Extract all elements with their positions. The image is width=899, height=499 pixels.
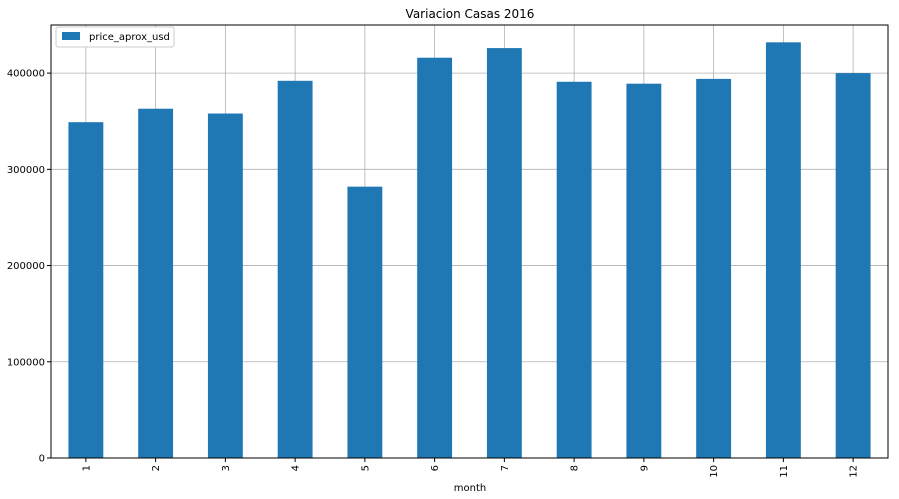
legend-swatch — [62, 32, 80, 40]
chart-title: Variacion Casas 2016 — [406, 7, 535, 21]
bar-month-9 — [626, 83, 662, 458]
bar-month-4 — [277, 80, 313, 458]
x-tick-label: 4 — [291, 465, 302, 471]
x-tick-label: 12 — [849, 465, 860, 478]
bar-month-10 — [696, 78, 732, 458]
bar-month-5 — [347, 186, 383, 459]
x-axis-label: month — [454, 483, 486, 494]
x-tick-label: 6 — [430, 465, 441, 471]
grid-lines — [51, 25, 888, 459]
x-tick-label: 3 — [221, 465, 232, 471]
bar-month-6 — [417, 57, 453, 459]
bar-month-1 — [68, 122, 104, 458]
bar-month-11 — [765, 42, 801, 458]
x-tick-label: 2 — [151, 465, 162, 471]
y-axis-ticks: 0 100000 200000 300000 400000 — [7, 69, 51, 465]
x-tick-label: 11 — [779, 465, 790, 478]
x-axis-ticks: 1 2 3 4 5 6 7 8 9 10 11 12 — [81, 458, 860, 478]
x-tick-label: 1 — [81, 465, 92, 471]
x-tick-label: 9 — [639, 465, 650, 471]
bar-month-8 — [556, 81, 592, 458]
legend: price_aprox_usd — [55, 26, 175, 48]
y-tick-label: 400000 — [7, 69, 45, 80]
bar-month-12 — [835, 73, 871, 458]
x-tick-label: 10 — [709, 465, 720, 478]
legend-box — [55, 26, 175, 48]
bars — [68, 42, 871, 459]
x-tick-label: 7 — [500, 465, 511, 471]
bar-month-2 — [138, 108, 174, 459]
x-tick-label: 8 — [570, 465, 581, 471]
y-tick-label: 200000 — [7, 261, 45, 272]
plot-frame — [50, 24, 889, 459]
bar-month-3 — [207, 113, 243, 458]
y-tick-label: 100000 — [7, 357, 45, 368]
legend-label: price_aprox_usd — [89, 32, 170, 43]
y-tick-label: 300000 — [7, 165, 45, 176]
x-tick-label: 5 — [360, 465, 371, 471]
bar-month-7 — [486, 48, 522, 459]
y-tick-label: 0 — [39, 454, 45, 465]
